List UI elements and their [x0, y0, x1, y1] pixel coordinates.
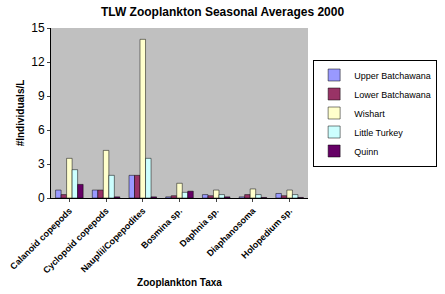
- svg-text:Cyclopoid copepods: Cyclopoid copepods: [41, 206, 111, 276]
- svg-text:#Individuals/L: #Individuals/L: [15, 80, 26, 147]
- svg-text:Upper Batchawana: Upper Batchawana: [354, 71, 431, 81]
- svg-text:0: 0: [38, 191, 45, 205]
- svg-text:Zooplankton Taxa: Zooplankton Taxa: [137, 277, 222, 288]
- svg-text:Bosmina sp.: Bosmina sp.: [139, 206, 184, 251]
- svg-text:Daphnia sp.: Daphnia sp.: [178, 206, 221, 249]
- svg-text:Calanoid copepods: Calanoid copepods: [8, 206, 74, 272]
- svg-text:12: 12: [31, 55, 45, 69]
- svg-text:Holopedium sp.: Holopedium sp.: [239, 206, 294, 261]
- svg-text:TLW Zooplankton Seasonal Avera: TLW Zooplankton Seasonal Averages 2000: [101, 5, 345, 19]
- svg-text:Wishart: Wishart: [354, 109, 385, 119]
- svg-text:9: 9: [38, 89, 45, 103]
- svg-text:Nauplii/Copepodites: Nauplii/Copepodites: [79, 206, 148, 275]
- svg-text:15: 15: [31, 21, 45, 35]
- svg-text:Quinn: Quinn: [354, 147, 378, 157]
- svg-text:6: 6: [38, 123, 45, 137]
- svg-text:Lower Batchawana: Lower Batchawana: [354, 90, 431, 100]
- svg-text:3: 3: [38, 157, 45, 171]
- svg-text:Diaphanosoma: Diaphanosoma: [205, 205, 258, 258]
- svg-text:Little Turkey: Little Turkey: [354, 128, 403, 138]
